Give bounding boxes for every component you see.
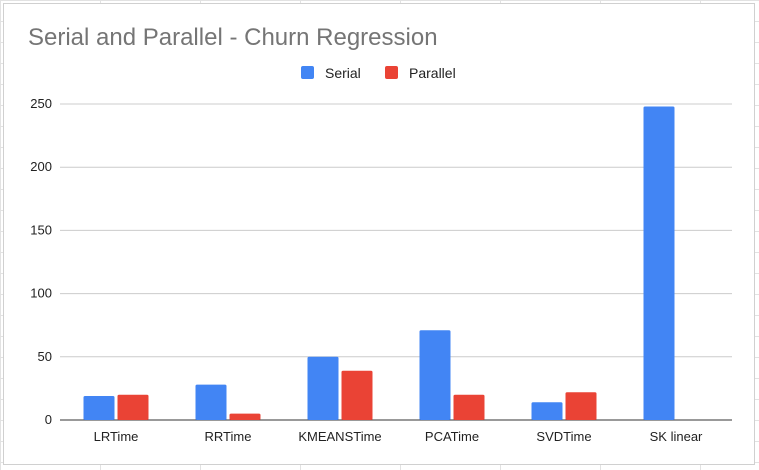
bar-parallel-svdtime[interactable] <box>565 392 597 420</box>
y-tick-label: 50 <box>38 349 52 364</box>
legend[interactable]: Serial Parallel <box>301 65 456 81</box>
bar-serial-sk-linear[interactable] <box>643 106 675 420</box>
bar-parallel-lrtime[interactable] <box>117 394 149 420</box>
y-tick-label: 200 <box>30 159 52 174</box>
x-tick-label: LRTime <box>94 429 139 444</box>
bars[interactable] <box>83 106 675 420</box>
legend-item-parallel[interactable]: Parallel <box>385 65 456 81</box>
bar-parallel-kmeanstime[interactable] <box>341 370 373 420</box>
bar-serial-kmeanstime[interactable] <box>307 356 339 420</box>
y-tick-label: 0 <box>45 412 52 427</box>
y-tick-label: 150 <box>30 222 52 237</box>
x-tick-label: SVDTime <box>536 429 591 444</box>
x-tick-label: KMEANSTime <box>298 429 381 444</box>
bar-parallel-pcatime[interactable] <box>453 394 485 420</box>
legend-label: Parallel <box>409 65 456 81</box>
legend-item-serial[interactable]: Serial <box>301 65 361 81</box>
y-axis-ticks: 0 50 100 150 200 250 <box>30 96 52 427</box>
chart-container[interactable] <box>3 3 755 465</box>
x-axis-ticks: LRTime RRTime KMEANSTime PCATime SVDTime SK l… <box>94 429 703 444</box>
x-tick-label: PCATime <box>425 429 479 444</box>
bar-serial-lrtime[interactable] <box>83 395 115 420</box>
x-tick-label: SK linear <box>650 429 703 444</box>
legend-label: Serial <box>325 65 361 81</box>
x-tick-label: RRTime <box>205 429 252 444</box>
bar-parallel-rrtime[interactable] <box>229 413 261 420</box>
y-tick-label: 100 <box>30 286 52 301</box>
legend-swatch <box>301 66 314 79</box>
chart-title: Serial and Parallel - Churn Regression <box>28 24 438 51</box>
y-tick-label: 250 <box>30 96 52 111</box>
bar-serial-pcatime[interactable] <box>419 330 451 420</box>
bar-serial-rrtime[interactable] <box>195 384 227 420</box>
bar-serial-svdtime[interactable] <box>531 402 563 420</box>
legend-swatch <box>385 66 398 79</box>
gridlines <box>60 103 732 421</box>
